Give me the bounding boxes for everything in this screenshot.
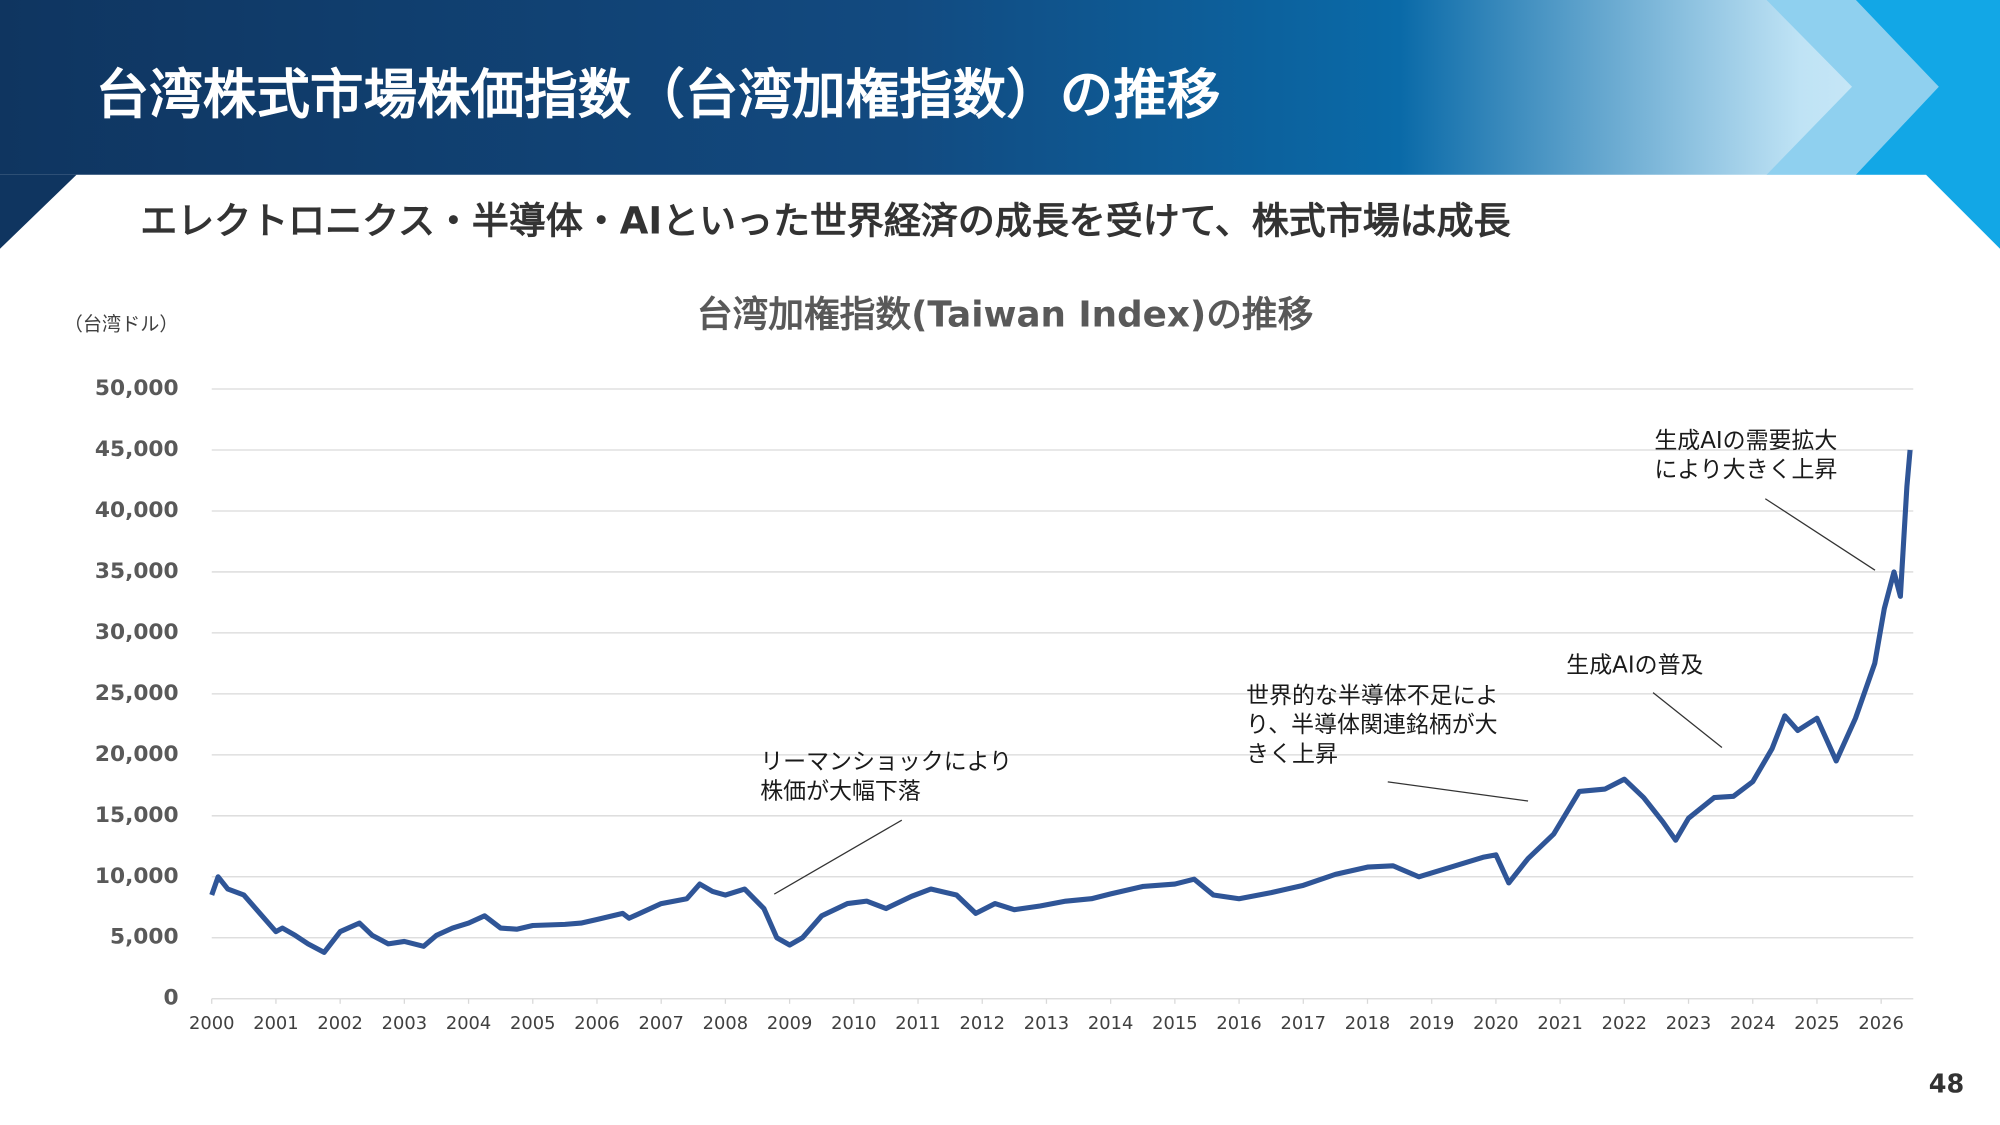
x-tick-label: 2007 xyxy=(638,1013,683,1034)
header-corner xyxy=(0,174,77,249)
x-tick-label: 2008 xyxy=(703,1013,748,1034)
annotation: きく上昇 xyxy=(1246,742,1338,768)
x-tick-label: 2016 xyxy=(1216,1013,1261,1034)
y-tick-label: 30,000 xyxy=(95,620,179,645)
annotation: 株価が大幅下落 xyxy=(760,779,921,805)
chart-title: 台湾加権指数(Taiwan Index)の推移 xyxy=(697,294,1313,335)
x-tick-label: 2023 xyxy=(1666,1013,1711,1034)
annotation-pointer xyxy=(1652,692,1723,748)
x-tick-label: 2000 xyxy=(189,1013,234,1034)
x-tick-label: 2004 xyxy=(446,1013,491,1034)
annotation: リーマンショックにより xyxy=(760,749,1012,775)
y-tick-label: 5,000 xyxy=(110,925,179,950)
page-number: 48 xyxy=(1929,1069,1965,1099)
x-tick-label: 2019 xyxy=(1409,1013,1454,1034)
annotation: 生成AIの普及 xyxy=(1566,652,1703,678)
x-tick-label: 2012 xyxy=(960,1013,1005,1034)
x-tick-label: 2015 xyxy=(1152,1013,1197,1034)
x-tick-label: 2003 xyxy=(382,1013,427,1034)
annotation: により大きく上昇 xyxy=(1654,457,1837,483)
chevron xyxy=(1855,0,2000,249)
y-tick-label: 15,000 xyxy=(95,803,179,828)
x-tick-label: 2022 xyxy=(1602,1013,1647,1034)
y-tick-label: 0 xyxy=(163,986,178,1011)
x-tick-label: 2005 xyxy=(510,1013,555,1034)
x-tick-label: 2024 xyxy=(1730,1013,1775,1034)
y-tick-label: 35,000 xyxy=(95,559,179,584)
x-tick-label: 2013 xyxy=(1024,1013,1069,1034)
index-line xyxy=(209,449,1913,955)
slide-subtitle: エレクトロニクス・半導体・AIといった世界経済の成長を受けて、株式市場は成長 xyxy=(140,200,1511,243)
x-tick-label: 2010 xyxy=(831,1013,876,1034)
annotation-pointer xyxy=(1764,498,1876,571)
y-tick-label: 25,000 xyxy=(95,681,179,706)
annotation: 世界的な半導体不足によ xyxy=(1246,683,1498,709)
annotation-pointer xyxy=(1387,781,1529,802)
chevron xyxy=(1766,0,1939,175)
x-tick-label: 2001 xyxy=(253,1013,298,1034)
x-tick-label: 2009 xyxy=(767,1013,812,1034)
x-tick-label: 2026 xyxy=(1858,1013,1903,1034)
y-tick-label: 10,000 xyxy=(95,864,179,889)
annotation-pointer xyxy=(773,819,903,895)
y-tick-label: 20,000 xyxy=(95,742,179,767)
x-tick-label: 2014 xyxy=(1088,1013,1133,1034)
x-tick-label: 2018 xyxy=(1345,1013,1390,1034)
x-tick-label: 2006 xyxy=(574,1013,619,1034)
x-tick-label: 2021 xyxy=(1537,1013,1582,1034)
x-tick-label: 2020 xyxy=(1473,1013,1518,1034)
y-tick-label: 45,000 xyxy=(95,437,179,462)
x-tick-label: 2002 xyxy=(317,1013,362,1034)
x-tick-label: 2017 xyxy=(1281,1013,1326,1034)
y-tick-label: 40,000 xyxy=(95,498,179,523)
y-unit: （台湾ドル） xyxy=(64,313,179,336)
header-band xyxy=(0,0,2000,175)
annotation: り、半導体関連銘柄が大 xyxy=(1246,712,1497,738)
y-tick-label: 50,000 xyxy=(95,376,179,401)
x-tick-label: 2011 xyxy=(895,1013,940,1034)
x-tick-label: 2025 xyxy=(1794,1013,1839,1034)
slide-title: 台湾株式市場株価指数（台湾加権指数）の推移 xyxy=(96,63,1221,126)
annotation: 生成AIの需要拡大 xyxy=(1654,428,1837,454)
